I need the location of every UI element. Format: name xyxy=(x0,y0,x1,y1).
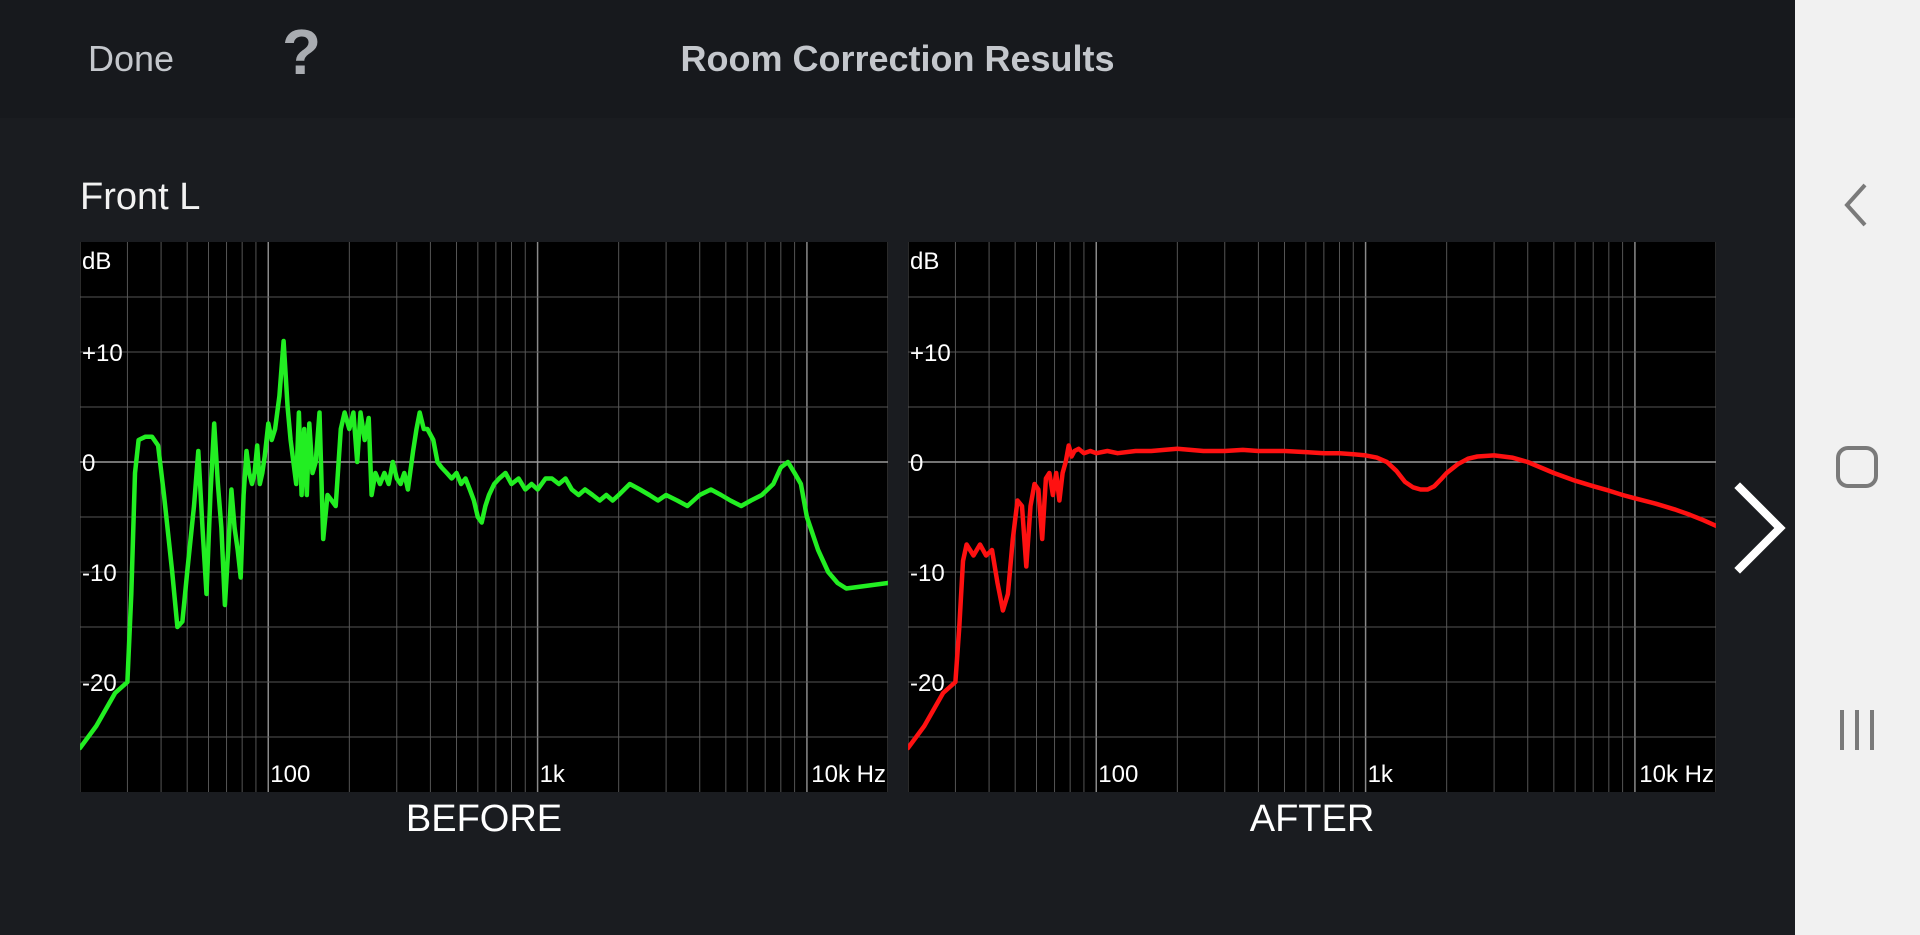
page-title: Room Correction Results xyxy=(680,38,1115,79)
room-correction-screen: Done ? Room Correction Results Front L d… xyxy=(0,0,1795,840)
x-tick-label: 100 xyxy=(1098,761,1138,788)
response-curve xyxy=(80,338,888,751)
y-tick-label: 0 xyxy=(82,450,95,477)
x-tick-label: 1k xyxy=(540,761,566,788)
before-chart-svg: dB +10 0 -10 -20 100 1k 10k Hz xyxy=(80,242,888,792)
channel-label: Front L xyxy=(80,176,201,218)
before-caption: BEFORE xyxy=(405,798,563,840)
x-tick-label: 10k Hz xyxy=(811,761,886,788)
done-button[interactable]: Done xyxy=(88,38,175,79)
nav-back-icon[interactable] xyxy=(1827,175,1887,235)
question-mark-icon[interactable]: ? xyxy=(282,16,322,88)
top-bar: Done ? Room Correction Results xyxy=(0,0,1795,118)
chevron-right-icon[interactable] xyxy=(1730,478,1790,578)
y-tick-label: 0 xyxy=(910,450,923,477)
after-caption: AFTER xyxy=(1249,798,1375,840)
y-tick-label: +10 xyxy=(910,340,951,367)
y-tick-label: -10 xyxy=(82,560,117,587)
response-curve xyxy=(908,443,1716,751)
system-nav-bar xyxy=(1795,0,1920,935)
x-tick-label: 100 xyxy=(270,761,310,788)
x-tick-label: 1k xyxy=(1368,761,1394,788)
y-axis-label: dB xyxy=(82,248,111,275)
y-tick-label: +10 xyxy=(82,340,123,367)
x-tick-label: 10k Hz xyxy=(1639,761,1714,788)
after-chart: dB +10 0 -10 -20 100 1k 10k Hz xyxy=(908,242,1716,792)
after-chart-svg: dB +10 0 -10 -20 100 1k 10k Hz xyxy=(908,242,1716,792)
nav-home-icon[interactable] xyxy=(1827,437,1887,497)
y-axis-label: dB xyxy=(910,248,939,275)
nav-recents-icon[interactable] xyxy=(1827,700,1887,760)
y-tick-label: -20 xyxy=(82,670,117,697)
before-chart: dB +10 0 -10 -20 100 1k 10k Hz xyxy=(80,242,888,792)
y-tick-label: -20 xyxy=(910,670,945,697)
y-tick-label: -10 xyxy=(910,560,945,587)
